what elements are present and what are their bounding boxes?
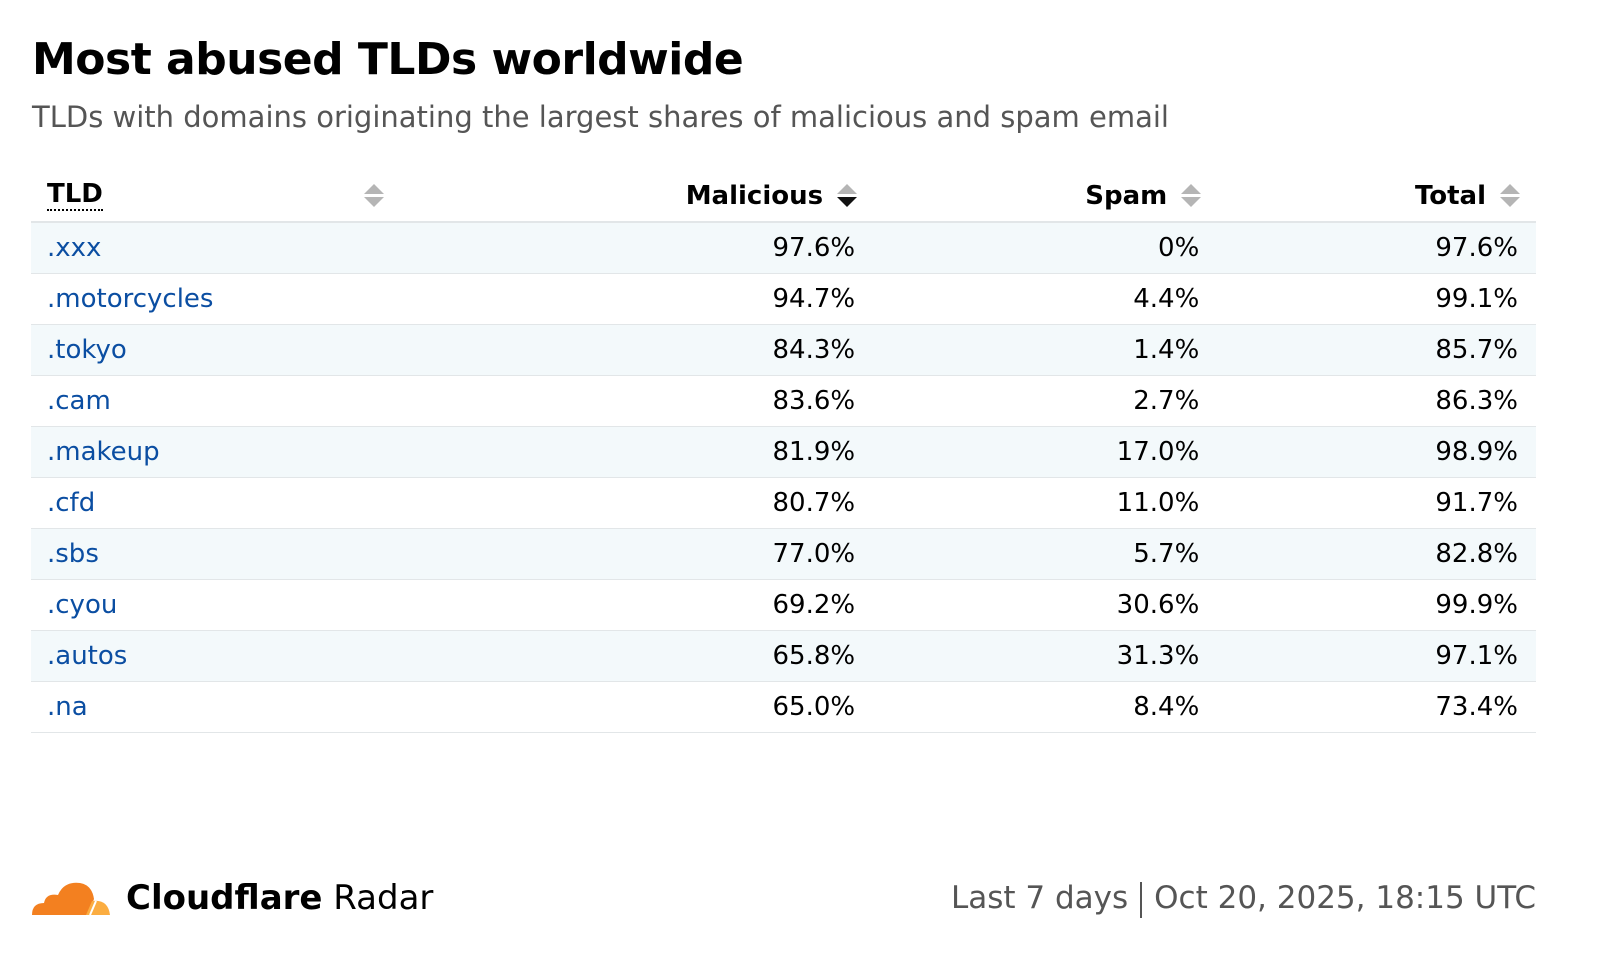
total-cell: 97.1%: [1217, 630, 1536, 682]
malicious-cell: 83.6%: [400, 375, 874, 427]
total-cell: 91.7%: [1217, 477, 1536, 529]
table-row: .sbs 77.0% 5.7% 82.8%: [31, 528, 1536, 580]
sort-descending-icon[interactable]: [837, 184, 858, 207]
table-row: .cyou 69.2% 30.6% 99.9%: [31, 579, 1536, 631]
tld-link[interactable]: .cyou: [47, 589, 118, 620]
total-cell: 97.6%: [1217, 222, 1536, 274]
malicious-cell: 65.0%: [400, 681, 874, 733]
header-label: Malicious: [685, 180, 824, 211]
cloudflare-radar-logo: Cloudflare Radar: [30, 878, 433, 918]
total-cell: 99.9%: [1217, 579, 1536, 631]
spam-cell: 1.4%: [873, 324, 1218, 376]
malicious-cell: 81.9%: [400, 426, 874, 478]
total-cell: 86.3%: [1217, 375, 1536, 427]
tld-link[interactable]: .autos: [47, 640, 128, 671]
time-period: Last 7 days: [950, 880, 1129, 916]
tld-link[interactable]: .makeup: [47, 436, 160, 467]
malicious-cell: 69.2%: [400, 579, 874, 631]
page-subtitle: TLDs with domains originating the larges…: [32, 100, 1169, 134]
header-malicious[interactable]: Malicious: [400, 170, 874, 223]
spam-cell: 4.4%: [873, 273, 1218, 325]
brand-name: Cloudflare: [126, 878, 323, 918]
tld-link[interactable]: .tokyo: [47, 334, 127, 365]
total-cell: 85.7%: [1217, 324, 1536, 376]
timestamp: Oct 20, 2025, 18:15 UTC: [1154, 880, 1536, 916]
spam-cell: 8.4%: [873, 681, 1218, 733]
table-row: .xxx 97.6% 0% 97.6%: [31, 222, 1536, 274]
total-cell: 98.9%: [1217, 426, 1536, 478]
table-row: .motorcycles 94.7% 4.4% 99.1%: [31, 273, 1536, 325]
header-spam[interactable]: Spam: [873, 170, 1218, 223]
table-row: .cam 83.6% 2.7% 86.3%: [31, 375, 1536, 427]
spam-cell: 31.3%: [873, 630, 1218, 682]
spam-cell: 5.7%: [873, 528, 1218, 580]
header-tld[interactable]: TLD: [31, 170, 400, 223]
spam-cell: 2.7%: [873, 375, 1218, 427]
total-cell: 73.4%: [1217, 681, 1536, 733]
brand-product: Radar: [333, 878, 434, 918]
footer-meta: Last 7 days Oct 20, 2025, 18:15 UTC: [951, 880, 1536, 918]
table-row: .na 65.0% 8.4% 73.4%: [31, 681, 1536, 733]
sort-icon[interactable]: [364, 184, 384, 207]
header-label: Spam: [1085, 180, 1168, 211]
table-row: .makeup 81.9% 17.0% 98.9%: [31, 426, 1536, 478]
page-title: Most abused TLDs worldwide: [32, 34, 744, 85]
table-row: .cfd 80.7% 11.0% 91.7%: [31, 477, 1536, 529]
sort-icon[interactable]: [1500, 184, 1520, 207]
table-row: .autos 65.8% 31.3% 97.1%: [31, 630, 1536, 682]
tld-link[interactable]: .sbs: [47, 538, 99, 569]
tld-link[interactable]: .cam: [47, 385, 111, 416]
table-row: .tokyo 84.3% 1.4% 85.7%: [31, 324, 1536, 376]
malicious-cell: 77.0%: [400, 528, 874, 580]
header-label: Total: [1414, 180, 1486, 211]
total-cell: 82.8%: [1217, 528, 1536, 580]
cloudflare-cloud-icon: [32, 882, 110, 916]
sort-icon[interactable]: [1181, 184, 1202, 207]
malicious-cell: 80.7%: [400, 477, 874, 529]
tld-link[interactable]: .cfd: [47, 487, 96, 518]
spam-cell: 30.6%: [873, 579, 1218, 631]
malicious-cell: 65.8%: [400, 630, 874, 682]
tld-table: TLD Malicious Spam Total .xxx 97.6% 0% 9…: [31, 170, 1536, 733]
header-total[interactable]: Total: [1217, 170, 1536, 223]
tld-link[interactable]: .motorcycles: [47, 283, 214, 314]
total-cell: 99.1%: [1217, 273, 1536, 325]
spam-cell: 11.0%: [873, 477, 1218, 529]
malicious-cell: 84.3%: [400, 324, 874, 376]
spam-cell: 17.0%: [873, 426, 1218, 478]
tld-link[interactable]: .na: [47, 691, 88, 722]
header-label: TLD: [47, 179, 103, 211]
malicious-cell: 97.6%: [400, 222, 874, 274]
spam-cell: 0%: [873, 222, 1218, 274]
tld-link[interactable]: .xxx: [47, 232, 102, 263]
malicious-cell: 94.7%: [400, 273, 874, 325]
